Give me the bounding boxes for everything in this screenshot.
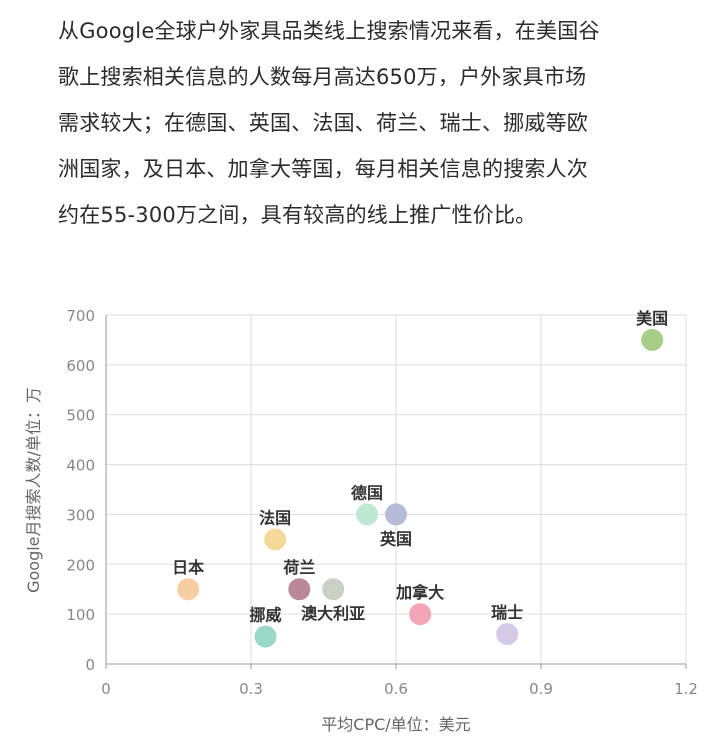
data-point-label: 澳大利亚 xyxy=(301,604,365,623)
paragraph-line-4: 洲国家，及日本、加拿大等国，每月相关信息的搜索人次 xyxy=(58,157,588,181)
data-point-label: 挪威 xyxy=(249,606,281,625)
data-point xyxy=(641,328,664,351)
y-tick-label: 700 xyxy=(66,307,95,325)
data-point-label: 法国 xyxy=(259,508,291,527)
x-tick-label: 0.9 xyxy=(529,680,553,698)
data-point-label: 美国 xyxy=(636,309,668,328)
x-tick-label: 1.2 xyxy=(674,680,698,698)
y-tick-label: 200 xyxy=(66,556,95,574)
data-point-label: 加拿大 xyxy=(395,583,444,602)
paragraph-line-2: 歌上搜索相关信息的人数每月高达650万，户外家具市场 xyxy=(58,65,587,89)
x-axis-title: 平均CPC/单位：美元 xyxy=(321,715,470,734)
data-point-label: 荷兰 xyxy=(283,558,315,577)
data-point-label: 瑞士 xyxy=(491,603,523,622)
y-axis-title: Google月搜索人数/单位：万 xyxy=(24,387,43,593)
chart-container: 0 100 200 300 400 500 600 700 0 0.3 0.6 0.9 1.2 美国德国… xyxy=(0,290,716,748)
paragraph-line-3: 需求较大；在德国、英国、法国、荷兰、瑞士、挪威等欧 xyxy=(58,111,588,135)
data-point xyxy=(322,578,345,601)
paragraph-line-5: 约在55-300万之间，具有较高的线上推广性价比。 xyxy=(58,203,537,227)
paragraph-line-1: 从Google全球户外家具品类线上搜索情况来看，在美国谷 xyxy=(58,19,600,43)
y-tick-label: 100 xyxy=(66,606,95,624)
x-tick-label: 0.3 xyxy=(239,680,263,698)
data-point xyxy=(496,623,519,646)
grid-layer xyxy=(106,314,687,664)
x-tick-label: 0 xyxy=(101,680,111,698)
data-point-label: 日本 xyxy=(172,558,204,577)
x-tick-label: 0.6 xyxy=(384,680,408,698)
data-point xyxy=(264,528,287,551)
y-tick-label: 400 xyxy=(66,457,95,475)
data-point xyxy=(288,578,311,601)
data-point xyxy=(385,503,407,526)
data-point xyxy=(254,625,277,648)
axis-layer: 0 100 200 300 400 500 600 700 0 0.3 0.6 0.9 1.2 xyxy=(66,307,698,698)
point-layer xyxy=(177,328,664,648)
y-tick-label: 500 xyxy=(66,407,95,425)
y-tick-label: 0 xyxy=(85,656,95,674)
article-text: 从Google全球户外家具品类线上搜索情况来看，在美国谷 歌上搜索相关信息的人数… xyxy=(58,8,698,238)
data-point-label: 德国 xyxy=(351,483,383,502)
y-tick-label: 600 xyxy=(66,357,95,375)
data-point xyxy=(409,603,432,626)
data-point xyxy=(177,578,200,601)
scatter-chart: 0 100 200 300 400 500 600 700 0 0.3 0.6 0.9 1.2 美国德国… xyxy=(24,307,698,734)
data-point-label: 英国 xyxy=(379,529,412,548)
data-point xyxy=(356,503,378,526)
y-tick-label: 300 xyxy=(66,506,95,524)
